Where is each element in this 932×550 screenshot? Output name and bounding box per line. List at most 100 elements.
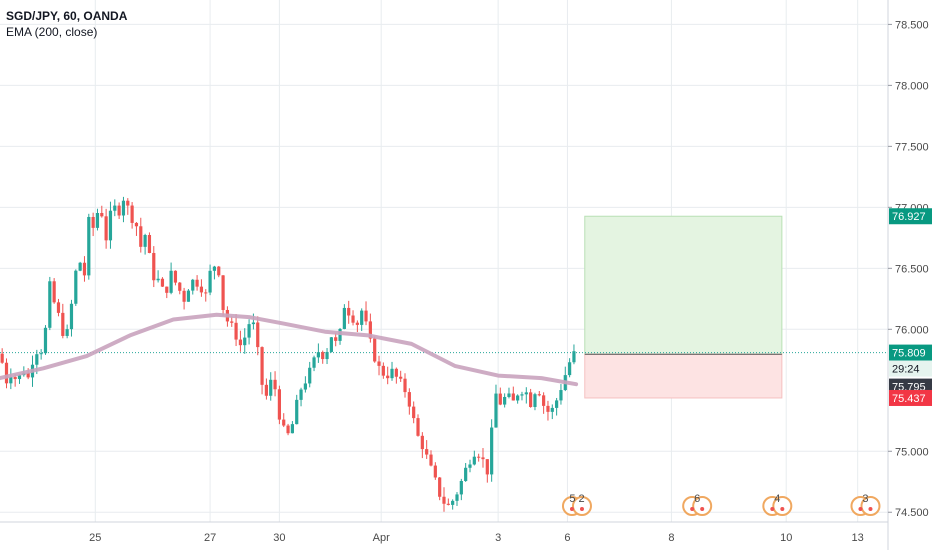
event-dot	[858, 507, 863, 511]
candle	[182, 287, 186, 310]
x-tick-label: 3	[495, 532, 501, 544]
candle-body	[572, 351, 576, 363]
candle	[546, 400, 550, 421]
candle-body	[234, 322, 238, 340]
candle	[143, 233, 147, 255]
event-dot	[770, 507, 775, 511]
candle-body	[325, 351, 329, 360]
candle	[338, 327, 342, 345]
candle-body	[178, 282, 182, 291]
candle-body	[438, 477, 442, 497]
candle	[260, 346, 264, 395]
candle-body	[472, 456, 476, 465]
candle-body	[299, 389, 303, 400]
candle	[234, 314, 238, 347]
symbol-title[interactable]: SGD/JPY, 60, OANDA	[6, 9, 128, 23]
candle	[524, 387, 528, 404]
candle	[199, 279, 204, 297]
current-price-tag: 75.809	[889, 344, 932, 361]
candle-body	[507, 393, 511, 397]
candle-body	[459, 480, 463, 495]
candle-body	[121, 200, 126, 216]
candle-body	[468, 464, 472, 468]
candle-body	[312, 357, 316, 368]
candle-body	[494, 393, 498, 428]
candle	[520, 391, 524, 401]
event-dot	[690, 507, 695, 511]
candle-body	[199, 286, 204, 293]
candle-body	[347, 307, 351, 316]
candle-body	[26, 372, 30, 378]
candle	[351, 310, 355, 326]
candle-body	[48, 281, 52, 328]
current-price-tag-text: 75.809	[892, 348, 926, 360]
candle	[481, 448, 485, 468]
candle-body	[481, 457, 485, 460]
candle	[485, 459, 489, 483]
candle	[360, 308, 364, 332]
candle-body	[260, 347, 264, 385]
candle	[377, 355, 381, 376]
candle	[87, 213, 91, 280]
stop-zone	[584, 353, 783, 399]
candle	[269, 372, 273, 401]
y-tick-label: 77.500	[895, 141, 929, 153]
candle-body	[152, 252, 156, 281]
event-marker-ring	[571, 496, 592, 516]
event-marker: 4	[762, 493, 793, 516]
candle-body	[390, 368, 394, 379]
long-position-tool[interactable]	[0, 215, 888, 399]
candle-body	[477, 456, 481, 458]
candle	[550, 404, 554, 420]
candle	[117, 202, 121, 219]
candle	[195, 275, 199, 291]
candle	[390, 361, 394, 381]
candle	[165, 286, 169, 299]
candle	[238, 330, 243, 352]
candle	[108, 201, 113, 249]
candle-body	[87, 216, 91, 276]
candle-body	[351, 315, 355, 323]
economic-events[interactable]: 5 2 6 4 3	[561, 493, 881, 516]
chart-legend: SGD/JPY, 60, OANDA EMA (200, close)	[6, 8, 127, 40]
candle-body	[503, 396, 507, 405]
countdown-tag-bg	[889, 360, 932, 377]
candle-body	[290, 424, 294, 434]
candle	[373, 336, 377, 363]
candle-body	[9, 377, 13, 384]
candle	[48, 276, 52, 331]
candle-body	[425, 449, 429, 455]
candle-body	[520, 394, 524, 396]
event-count: 5 2	[569, 493, 584, 505]
price-axis[interactable]: 78.50078.00077.50077.00076.50076.00075.0…	[887, 0, 932, 550]
candle	[342, 304, 346, 330]
candle-body	[264, 384, 268, 396]
candle-body	[550, 407, 554, 412]
candle-body	[273, 379, 277, 390]
candle-body	[433, 465, 437, 478]
candle	[82, 256, 87, 282]
candle-body	[368, 321, 372, 339]
candle-body	[256, 322, 260, 348]
candle-body	[373, 338, 377, 362]
candle	[212, 265, 217, 280]
candle-body	[537, 394, 541, 396]
candle-body	[134, 222, 139, 227]
indicator-label[interactable]: EMA (200, close)	[6, 25, 98, 39]
time-axis[interactable]: 25 27 30 Apr 3 6 8 10 13	[0, 521, 888, 544]
candle	[572, 344, 576, 365]
candle	[208, 264, 212, 296]
event-count: 6	[694, 493, 700, 505]
candle-body	[182, 290, 186, 302]
candle-body	[516, 395, 520, 401]
candle-body	[95, 212, 100, 228]
candle-body	[251, 322, 256, 325]
target-price-tag: 76.927	[889, 208, 932, 225]
candle	[334, 332, 338, 347]
candle-body	[74, 270, 78, 304]
candle	[74, 269, 78, 306]
countdown-tag: 29:24	[889, 360, 932, 377]
x-tick-label: 27	[204, 532, 216, 544]
candle	[0, 348, 4, 364]
